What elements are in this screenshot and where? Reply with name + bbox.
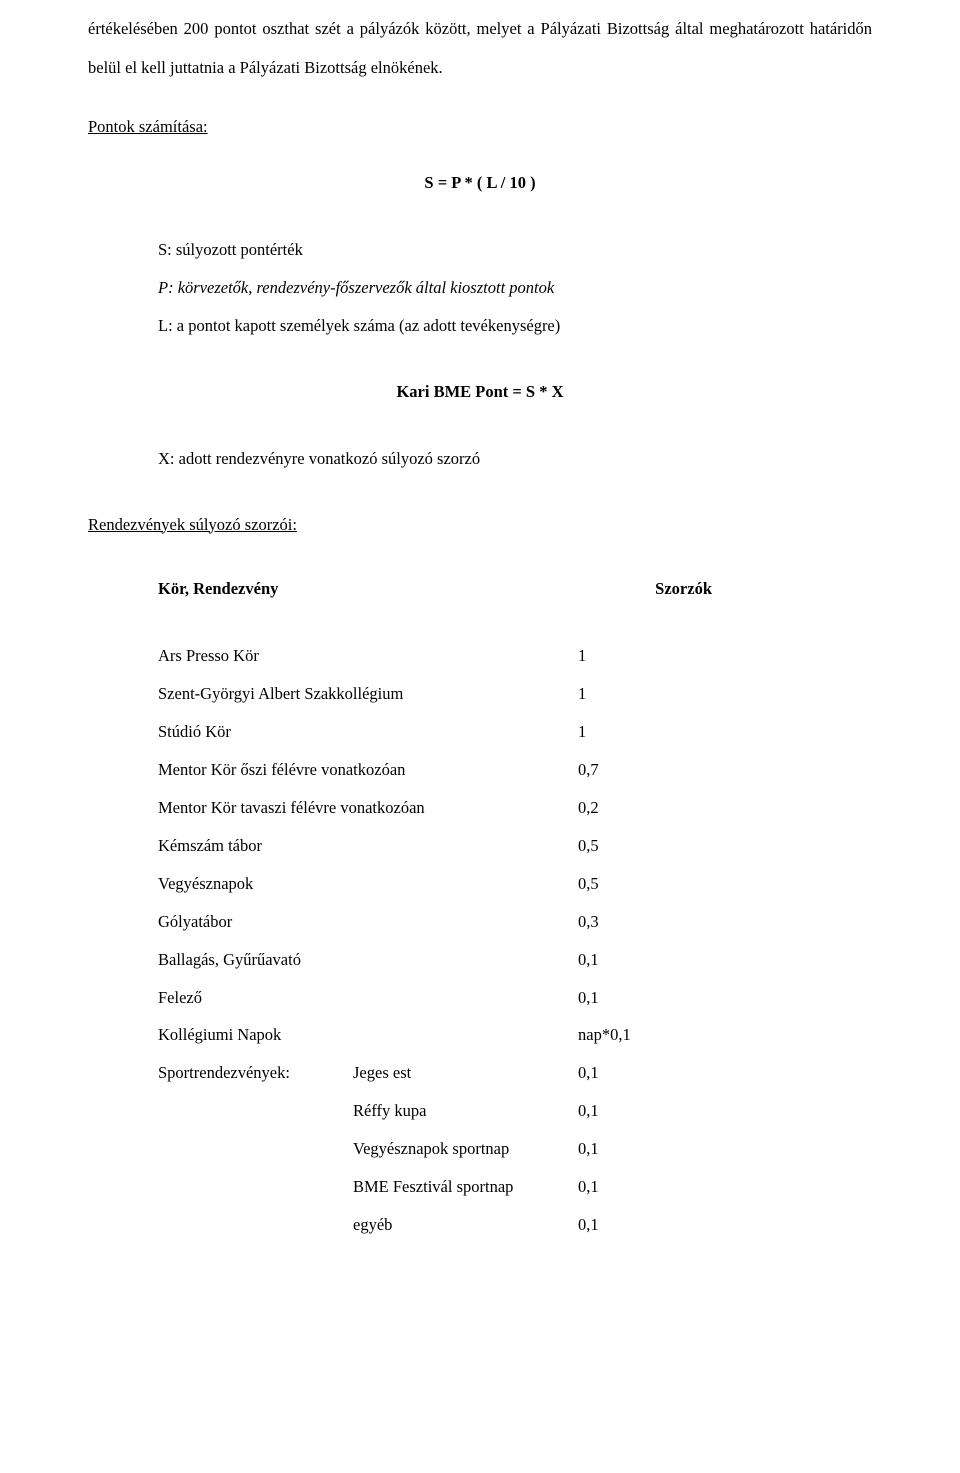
table-row: Ballagás, Gyűrűavató 0,1 <box>158 941 872 979</box>
intro-paragraph: értékelésében 200 pontot oszthat szét a … <box>88 10 872 88</box>
table-row: Stúdió Kör 1 <box>158 713 872 751</box>
table-header-right: Szorzók <box>655 570 712 609</box>
def-l: L: a pontot kapott személyek száma (az a… <box>158 307 872 345</box>
row-label: Felező <box>158 979 578 1017</box>
sport-sub: Vegyésznapok sportnap <box>353 1130 578 1168</box>
multipliers-table: Ars Presso Kör 1 Szent-Györgyi Albert Sz… <box>158 637 872 1244</box>
row-value: 0,1 <box>578 1168 658 1206</box>
sport-sub: Réffy kupa <box>353 1092 578 1130</box>
table-header: Kör, Rendezvény Szorzók <box>158 570 712 609</box>
row-value: nap*0,1 <box>578 1016 658 1054</box>
sport-label: Sportrendezvények: <box>158 1054 353 1092</box>
row-value: 0,3 <box>578 903 658 941</box>
sport-sub: egyéb <box>353 1206 578 1244</box>
table-row: Felező 0,1 <box>158 979 872 1017</box>
row-value: 0,5 <box>578 827 658 865</box>
def-s: S: súlyozott pontérték <box>158 231 872 269</box>
row-value: 1 <box>578 675 658 713</box>
table-row: Szent-Györgyi Albert Szakkollégium 1 <box>158 675 872 713</box>
sport-sub: Jeges est <box>353 1054 578 1092</box>
table-row: Gólyatábor 0,3 <box>158 903 872 941</box>
row-value: 0,1 <box>578 941 658 979</box>
definitions-block: S: súlyozott pontérték P: körvezetők, re… <box>158 231 872 345</box>
row-label: Ballagás, Gyűrűavató <box>158 941 578 979</box>
x-definition: X: adott rendezvényre vonatkozó súlyozó … <box>158 440 872 478</box>
document-page: értékelésében 200 pontot oszthat szét a … <box>0 0 960 1473</box>
row-value: 0,1 <box>578 1206 658 1244</box>
row-label: Mentor Kör őszi félévre vonatkozóan <box>158 751 578 789</box>
def-x: X: adott rendezvényre vonatkozó súlyozó … <box>158 440 872 478</box>
formula-kari-bme-pont: Kari BME Pont = S * X <box>88 373 872 412</box>
row-label: Vegyésznapok <box>158 865 578 903</box>
row-value: 0,1 <box>578 1092 658 1130</box>
sport-label-empty <box>158 1130 353 1168</box>
table-header-left: Kör, Rendezvény <box>158 570 278 609</box>
row-value: 0,7 <box>578 751 658 789</box>
row-value: 0,5 <box>578 865 658 903</box>
table-row: Kémszám tábor 0,5 <box>158 827 872 865</box>
table-row: Vegyésznapok 0,5 <box>158 865 872 903</box>
row-label: Stúdió Kör <box>158 713 578 751</box>
row-label: Mentor Kör tavaszi félévre vonatkozóan <box>158 789 578 827</box>
table-row: Vegyésznapok sportnap 0,1 <box>158 1130 872 1168</box>
row-value: 0,1 <box>578 979 658 1017</box>
row-value: 1 <box>578 713 658 751</box>
sport-sub: BME Fesztivál sportnap <box>353 1168 578 1206</box>
table-row: Sportrendezvények: Jeges est 0,1 <box>158 1054 872 1092</box>
multipliers-heading: Rendezvények súlyozó szorzói: <box>88 506 872 545</box>
sport-label-empty <box>158 1092 353 1130</box>
table-row: Mentor Kör tavaszi félévre vonatkozóan 0… <box>158 789 872 827</box>
row-label: Gólyatábor <box>158 903 578 941</box>
row-label: Ars Presso Kör <box>158 637 578 675</box>
row-value: 0,2 <box>578 789 658 827</box>
row-value: 0,1 <box>578 1054 658 1092</box>
row-value: 0,1 <box>578 1130 658 1168</box>
table-row: BME Fesztivál sportnap 0,1 <box>158 1168 872 1206</box>
table-row: Ars Presso Kör 1 <box>158 637 872 675</box>
sport-label-empty <box>158 1168 353 1206</box>
scoring-heading: Pontok számítása: <box>88 108 872 147</box>
def-p: P: körvezetők, rendezvény-főszervezők ál… <box>158 269 872 307</box>
table-row: egyéb 0,1 <box>158 1206 872 1244</box>
row-value: 1 <box>578 637 658 675</box>
formula-main: S = P * ( L / 10 ) <box>88 164 872 203</box>
sport-label-empty <box>158 1206 353 1244</box>
row-label: Kollégiumi Napok <box>158 1016 578 1054</box>
table-row: Réffy kupa 0,1 <box>158 1092 872 1130</box>
row-label: Szent-Györgyi Albert Szakkollégium <box>158 675 578 713</box>
row-label: Kémszám tábor <box>158 827 578 865</box>
table-row: Mentor Kör őszi félévre vonatkozóan 0,7 <box>158 751 872 789</box>
table-row: Kollégiumi Napok nap*0,1 <box>158 1016 872 1054</box>
